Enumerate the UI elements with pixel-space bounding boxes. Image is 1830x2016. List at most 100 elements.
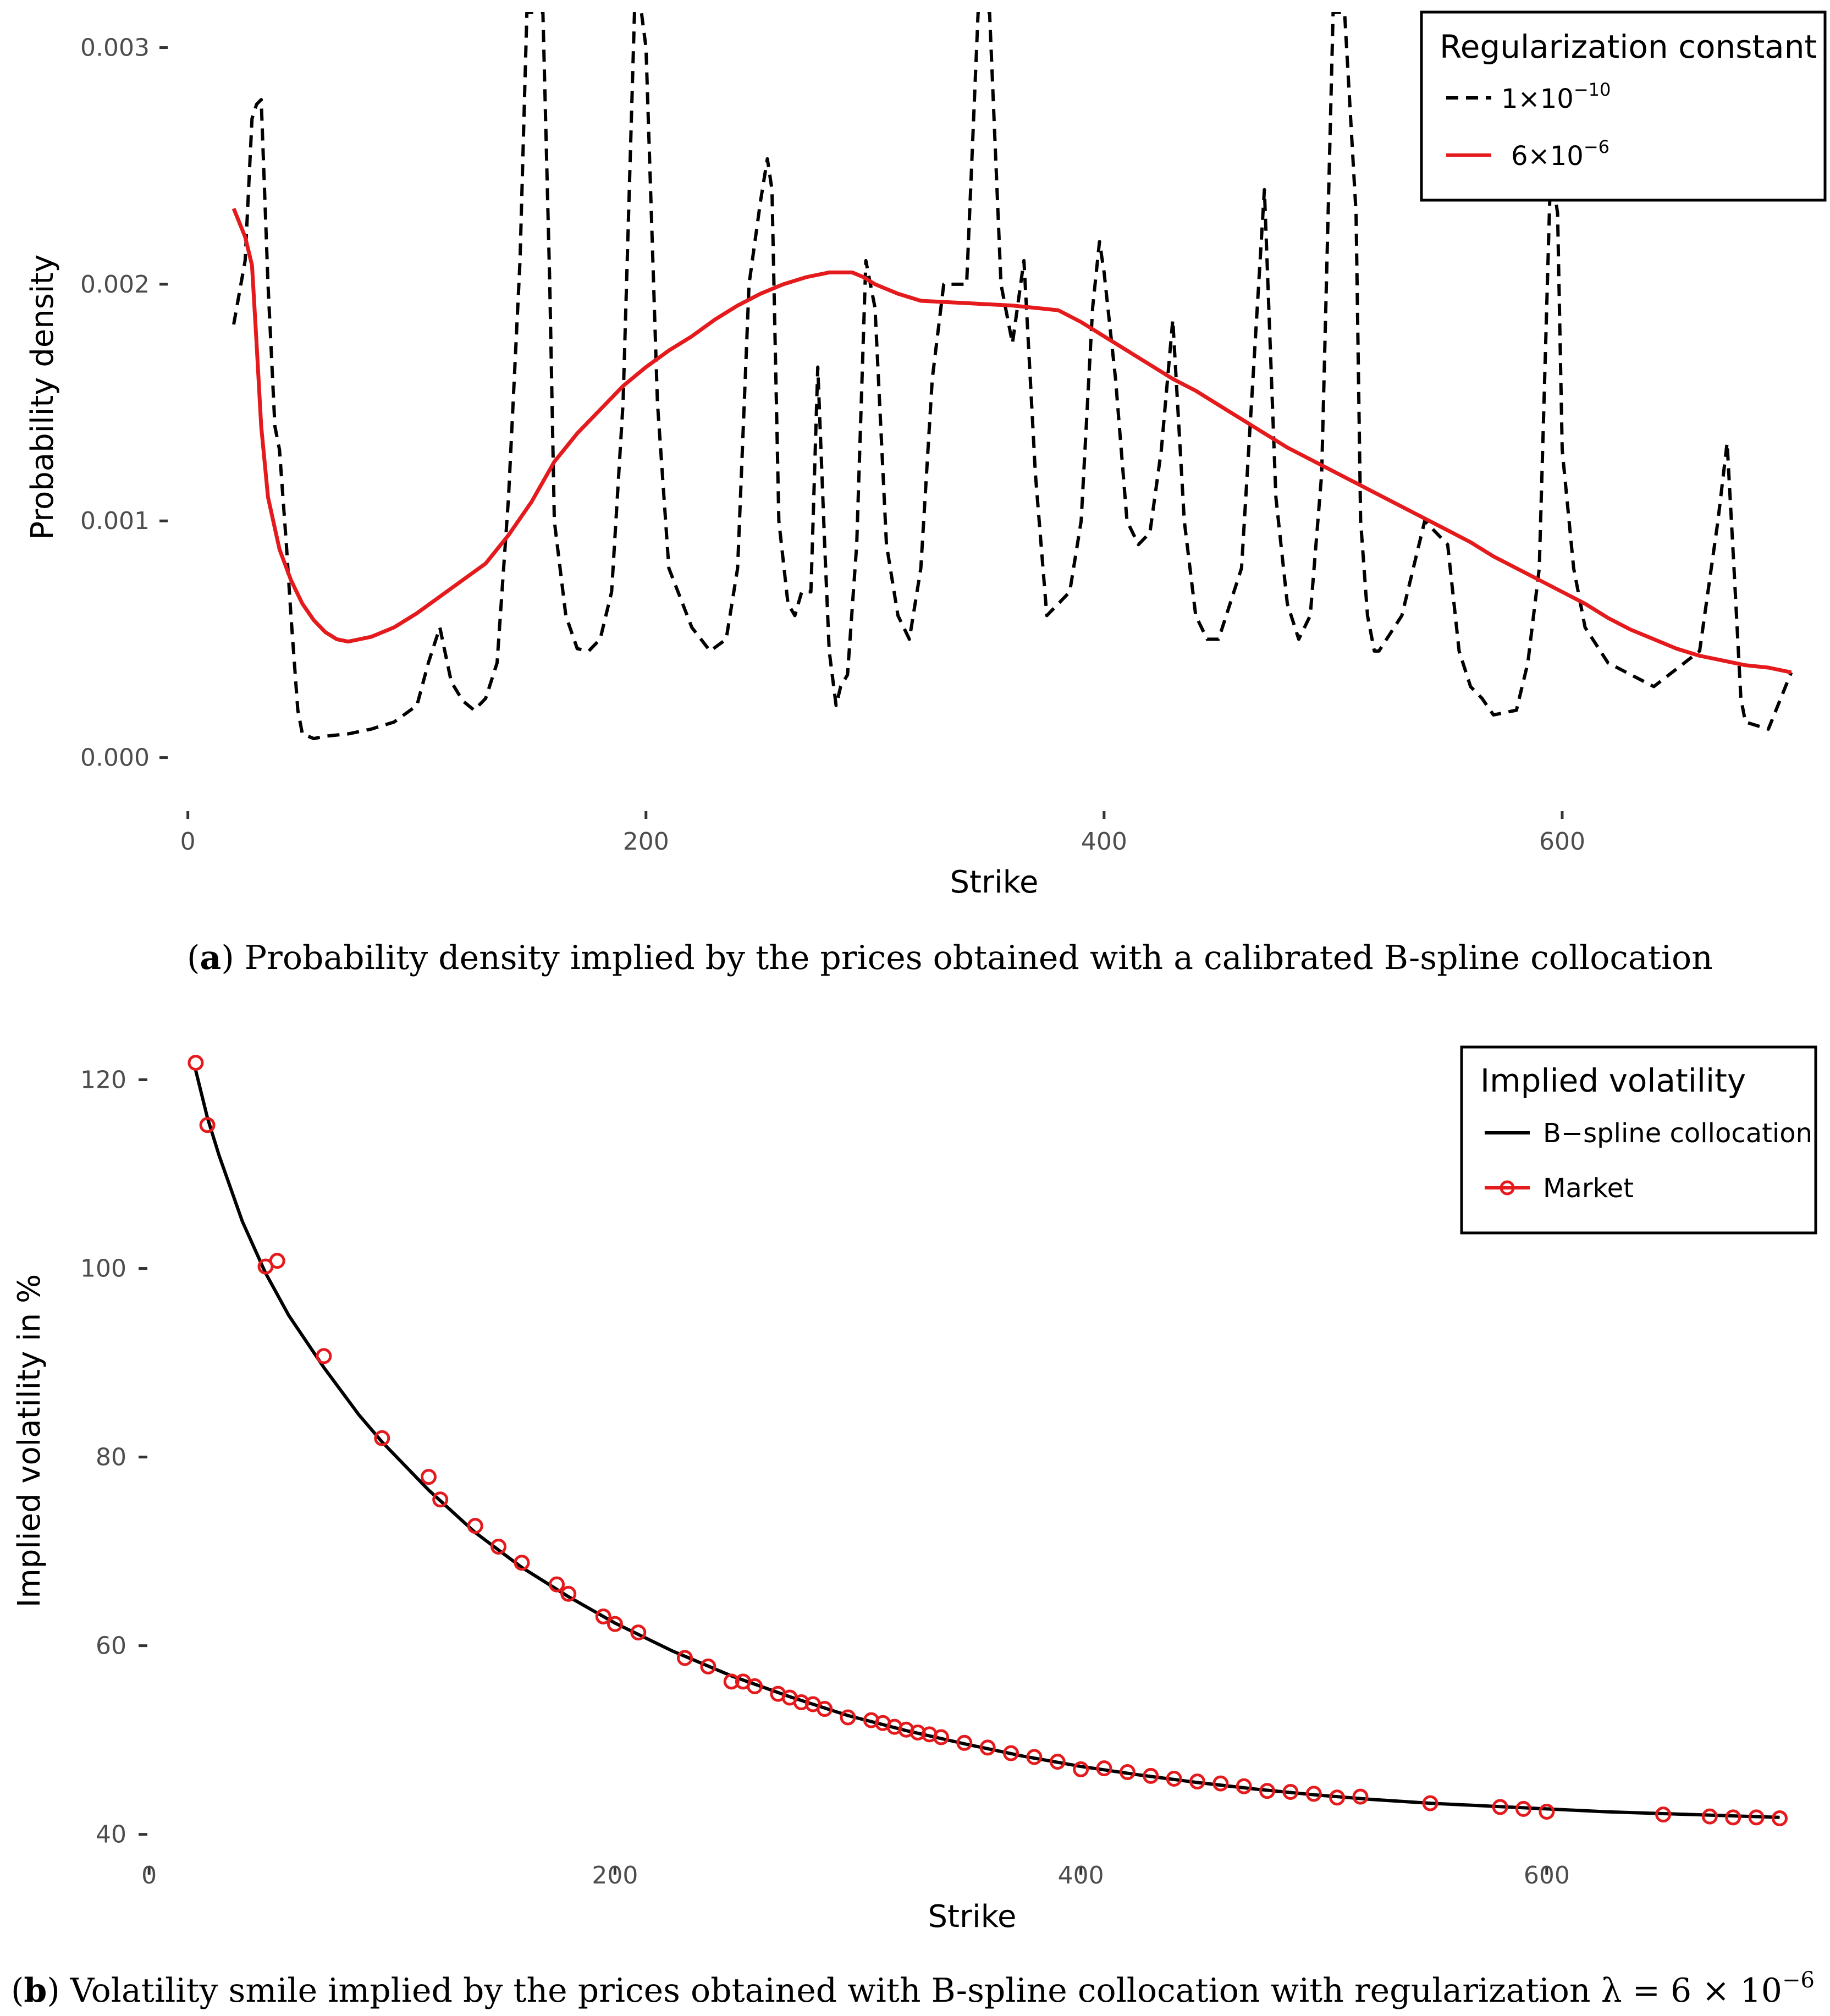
panel-a-x-tick-label: 0 (180, 828, 196, 856)
market-point (1026, 1749, 1043, 1765)
market-point (467, 1518, 483, 1534)
market-point (1119, 1764, 1136, 1780)
panel-a-caption-close: ) (221, 939, 244, 977)
panel-b-y-tick-label: 40 (96, 1821, 126, 1849)
panel-b-x-tick-label: 0 (141, 1861, 157, 1890)
panel-a-xlabel: Strike (950, 864, 1039, 900)
market-point (199, 1117, 216, 1133)
panel-b-legend-label-2: Market (1543, 1173, 1634, 1204)
market-point (817, 1701, 833, 1717)
market-point (1352, 1788, 1369, 1805)
panel-a-legend-label-2-base: 6×10 (1511, 141, 1584, 172)
panel-b-y-tick-label: 120 (80, 1066, 126, 1094)
market-point (1212, 1775, 1229, 1792)
panel-b-caption-open: ( (11, 1971, 24, 2010)
market-point (1329, 1789, 1346, 1806)
panel-a-x-tick-label: 400 (1081, 828, 1127, 856)
panel-b-caption-exp: −6 (1782, 1968, 1815, 1993)
market-point (1771, 1810, 1788, 1827)
market-point (188, 1055, 204, 1071)
panel-a-legend-label-1-exp: −10 (1574, 79, 1611, 100)
market-point (747, 1678, 763, 1694)
market-point (1073, 1761, 1089, 1777)
panel-b-x-tick-label: 200 (592, 1861, 638, 1890)
market-point (432, 1491, 449, 1508)
panel-a-caption-text: Probability density implied by the price… (245, 939, 1713, 977)
market-point (630, 1624, 647, 1641)
market-point (1282, 1784, 1299, 1800)
market-point (1166, 1770, 1182, 1787)
market-point (269, 1253, 285, 1269)
market-point (1539, 1804, 1555, 1820)
panel-a-legend-label-2: 6×10−6 (1511, 136, 1609, 172)
market-point (1003, 1745, 1019, 1761)
panel-a-ylabel: Probability density (25, 254, 60, 539)
market-point (374, 1430, 390, 1446)
market-point (1422, 1795, 1438, 1811)
panel-b-caption: (b) Volatility smile implied by the pric… (11, 1968, 1815, 2010)
panel-a-legend-label-1-base: 1×10 (1501, 84, 1574, 114)
panel-a-caption-letter: a (200, 939, 221, 977)
market-point (595, 1608, 611, 1624)
market-point (956, 1734, 973, 1751)
panel-a-y-tick-label: 0.003 (80, 34, 150, 62)
panel-b-caption-letter: b (24, 1971, 47, 2010)
series-line-1e-10 (232, 12, 1793, 741)
panel-b-caption-close: ) (47, 1971, 70, 2010)
panel-b-xlabel: Strike (928, 1899, 1017, 1935)
panel-a-x-tick-label: 600 (1539, 828, 1585, 856)
market-point (490, 1539, 507, 1555)
panel-b-x-tick-label: 400 (1058, 1861, 1104, 1890)
market-point (840, 1709, 856, 1726)
panel-a-y-tick-label: 0.002 (80, 271, 150, 299)
panel-a-legend: Regularization constant 1×10−10 6×10−6 (1420, 10, 1827, 202)
panel-a-caption: (a) Probability density implied by the p… (187, 939, 1713, 977)
panel-a: 0 200 400 600 0.000 0.001 0.002 0.003 Strike Pr… (25, 10, 1827, 977)
series-line-6e-6 (231, 207, 1792, 675)
panel-a-axes: 0 200 400 600 0.000 0.001 0.002 0.003 (80, 34, 1585, 856)
panel-b-caption-text: Volatility smile implied by the prices o… (70, 1971, 1782, 2010)
market-point (1305, 1786, 1322, 1802)
market-point (1655, 1806, 1672, 1823)
market-point (676, 1650, 693, 1666)
market-point (1189, 1773, 1205, 1790)
panel-b-series (188, 1055, 1788, 1827)
market-point (514, 1555, 530, 1571)
market-point (421, 1469, 437, 1485)
panel-a-x-tick-label: 200 (623, 828, 669, 856)
panel-b-legend: Implied volatility B−spline collocation … (1460, 1045, 1817, 1235)
panel-b-y-tick-label: 60 (96, 1632, 126, 1660)
panel-b-x-tick-label: 600 (1524, 1861, 1570, 1890)
market-point (1515, 1800, 1531, 1817)
market-point (316, 1348, 332, 1364)
panel-a-series (231, 12, 1793, 741)
panel-a-legend-label-2-exp: −6 (1584, 136, 1609, 157)
panel-b-axes: 0 200 400 600 40 60 80 100 120 (80, 1066, 1570, 1890)
panel-a-legend-title: Regularization constant (1440, 28, 1817, 65)
panel-a-y-tick-label: 0.000 (80, 744, 150, 772)
panel-b-legend-label-1: B−spline collocation (1543, 1118, 1812, 1149)
market-point (1748, 1809, 1765, 1826)
market-point (723, 1673, 740, 1690)
market-point (1492, 1799, 1508, 1815)
panel-a-caption-open: ( (187, 939, 200, 977)
market-point (1259, 1783, 1276, 1799)
market-point (1096, 1760, 1112, 1777)
market-point (1143, 1767, 1159, 1784)
panel-b-ylabel: Implied volatility in % (12, 1274, 47, 1607)
market-point (607, 1616, 623, 1632)
panel-a-legend-box (1420, 10, 1827, 202)
market-point (933, 1729, 949, 1745)
market-point (979, 1739, 996, 1756)
market-point (700, 1658, 716, 1675)
panel-b-y-tick-label: 80 (96, 1444, 126, 1472)
panel-b-legend-title: Implied volatility (1480, 1062, 1746, 1099)
market-point (1049, 1754, 1066, 1770)
market-point (549, 1576, 565, 1593)
market-point (1236, 1778, 1252, 1794)
panel-b-y-tick-label: 100 (80, 1255, 126, 1283)
panel-b-legend-box (1460, 1045, 1817, 1235)
market-point (1701, 1808, 1718, 1825)
market-point (1725, 1809, 1741, 1826)
